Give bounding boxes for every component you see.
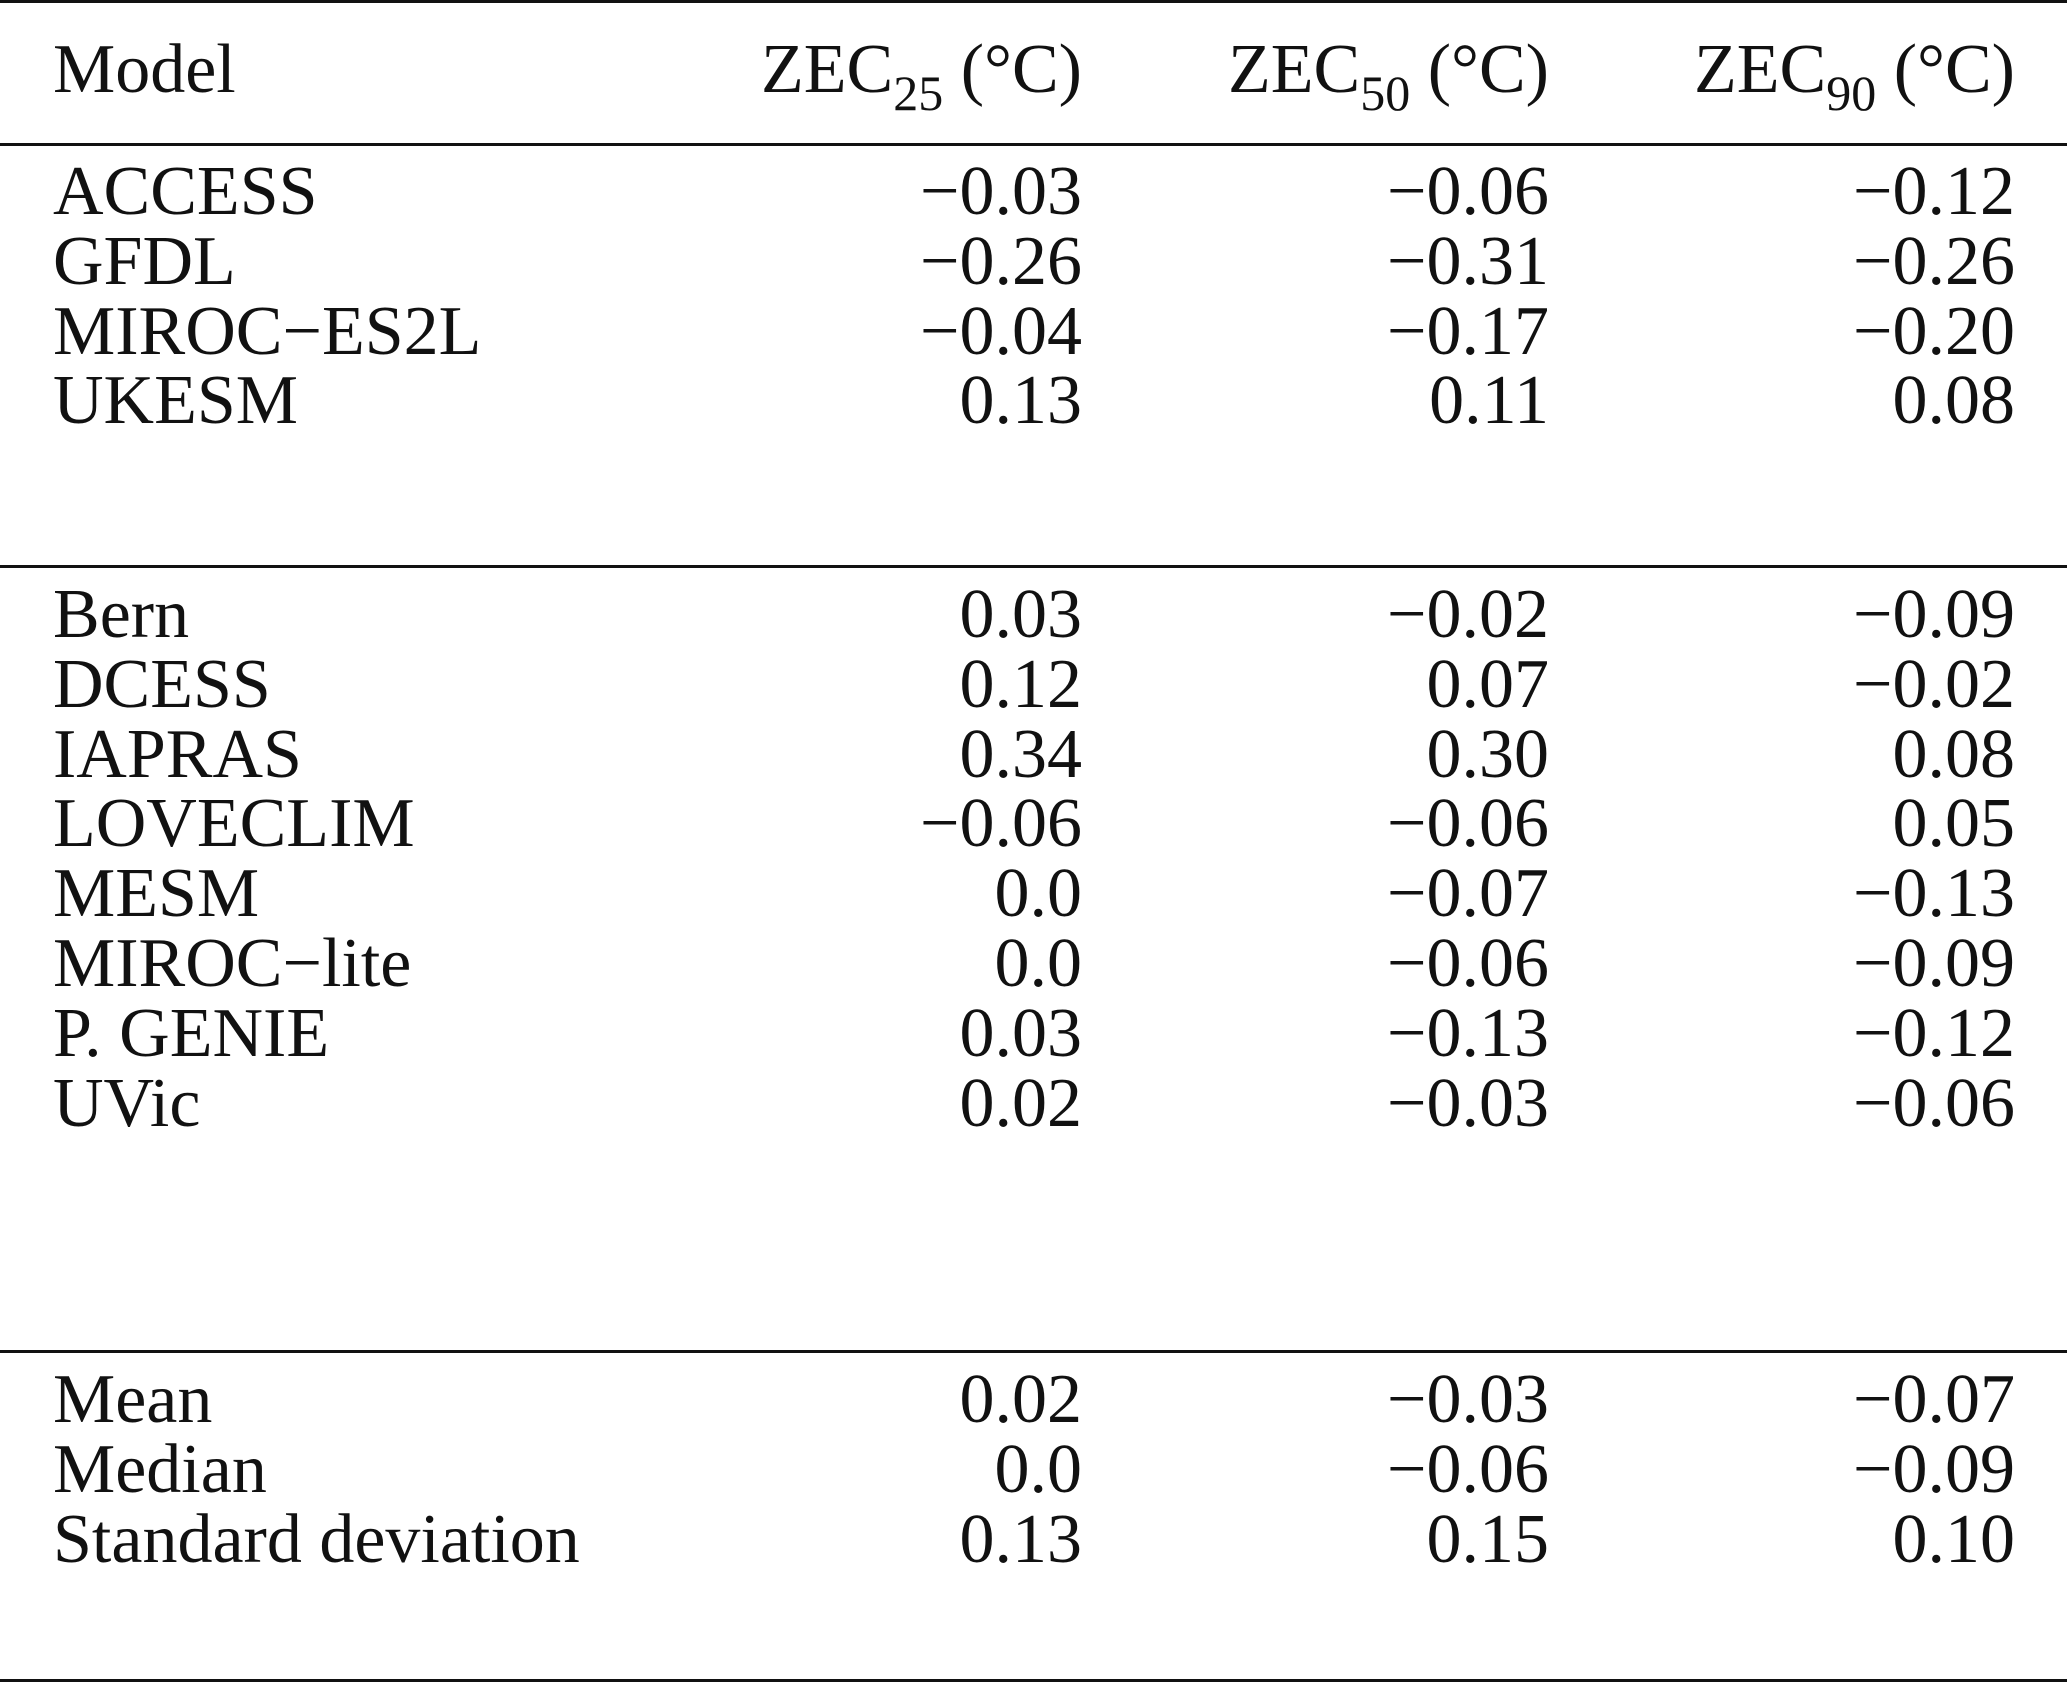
- header-model: Model: [53, 31, 236, 108]
- esm-row: GFDL −0.26 −0.31 −0.26: [0, 216, 2067, 308]
- emic-row: MESM 0.0 −0.07 −0.13: [0, 848, 2067, 940]
- cell-zec90: −0.02: [1853, 646, 2015, 723]
- cell-zec90: −0.09: [1853, 576, 2015, 653]
- emic-row: IAPRAS 0.34 0.30 0.08: [0, 709, 2067, 801]
- cell-zec25: 0.03: [959, 576, 1083, 653]
- cell-zec50: −0.06: [1387, 785, 1549, 862]
- cell-zec90: −0.12: [1853, 153, 2015, 230]
- cell-zec25: 0.03: [959, 995, 1083, 1072]
- cell-zec25: −0.26: [920, 223, 1082, 300]
- cell-zec90: 0.10: [1892, 1501, 2016, 1578]
- esm-row: MIROC−ES2L −0.04 −0.17 −0.20: [0, 286, 2067, 378]
- cell-zec25: 0.34: [959, 716, 1083, 793]
- cell-zec50: 0.30: [1426, 716, 1550, 793]
- cell-zec90: 0.08: [1892, 362, 2016, 439]
- cell-model: Bern: [53, 576, 190, 653]
- cell-zec50: 0.07: [1426, 646, 1550, 723]
- emic-row: LOVECLIM −0.06 −0.06 0.05: [0, 778, 2067, 870]
- group-separator-rule: [0, 565, 2067, 568]
- cell-zec90: −0.09: [1853, 1431, 2015, 1508]
- cell-model: ACCESS: [53, 153, 318, 230]
- cell-zec25: 0.13: [959, 362, 1083, 439]
- cell-zec50: −0.03: [1387, 1361, 1549, 1438]
- cell-zec25: −0.06: [920, 785, 1082, 862]
- cell-zec50: −0.17: [1387, 293, 1549, 370]
- cell-model: UVic: [53, 1065, 201, 1142]
- cell-zec50: −0.06: [1387, 1431, 1549, 1508]
- cell-zec90: −0.07: [1853, 1361, 2015, 1438]
- cell-model: Mean: [53, 1361, 213, 1438]
- summary-row: Standard deviation 0.13 0.15 0.10: [0, 1494, 2067, 1586]
- cell-zec50: −0.02: [1387, 576, 1549, 653]
- cell-model: IAPRAS: [53, 716, 302, 793]
- summary-row: Median 0.0 −0.06 −0.09: [0, 1424, 2067, 1516]
- cell-zec90: −0.26: [1853, 223, 2015, 300]
- header-rule: [0, 143, 2067, 146]
- cell-zec25: −0.03: [920, 153, 1082, 230]
- cell-zec25: 0.02: [959, 1065, 1083, 1142]
- cell-zec25: 0.0: [994, 855, 1083, 932]
- cell-zec50: −0.13: [1387, 995, 1549, 1072]
- summary-separator-rule: [0, 1350, 2067, 1353]
- esm-row: ACCESS −0.03 −0.06 −0.12: [0, 146, 2067, 238]
- header-zec25: ZEC25 (°C): [760, 31, 1082, 121]
- cell-zec50: −0.03: [1387, 1065, 1549, 1142]
- emic-row: UVic 0.02 −0.03 −0.06: [0, 1058, 2067, 1150]
- cell-zec90: −0.13: [1853, 855, 2015, 932]
- cell-model: MIROC−ES2L: [53, 293, 482, 370]
- header-zec25-subscript: 25: [893, 65, 944, 121]
- cell-zec25: 0.02: [959, 1361, 1083, 1438]
- emic-row: P. GENIE 0.03 −0.13 −0.12: [0, 988, 2067, 1080]
- cell-zec50: −0.06: [1387, 925, 1549, 1002]
- cell-zec50: −0.06: [1387, 153, 1549, 230]
- cell-zec90: 0.08: [1892, 716, 2016, 793]
- emic-row: Bern 0.03 −0.02 −0.09: [0, 569, 2067, 661]
- cell-zec25: 0.12: [959, 646, 1083, 723]
- cell-model: GFDL: [53, 223, 236, 300]
- cell-zec50: 0.11: [1429, 362, 1549, 439]
- cell-model: MIROC−lite: [53, 925, 412, 1002]
- cell-model: Median: [53, 1431, 267, 1508]
- cell-zec90: −0.12: [1853, 995, 2015, 1072]
- bottom-rule: [0, 1679, 2067, 1682]
- cell-zec90: −0.20: [1853, 293, 2015, 370]
- cell-zec25: 0.0: [994, 1431, 1083, 1508]
- cell-model: MESM: [53, 855, 260, 932]
- summary-row: Mean 0.02 −0.03 −0.07: [0, 1354, 2067, 1446]
- cell-zec25: 0.13: [959, 1501, 1083, 1578]
- cell-zec50: −0.07: [1387, 855, 1549, 932]
- cell-model: P. GENIE: [53, 995, 330, 1072]
- header-zec90-subscript: 90: [1826, 65, 1877, 121]
- header-row: Model ZEC25 (°C) ZEC50 (°C) ZEC90 (°C): [0, 24, 2067, 121]
- esm-row: UKESM 0.13 0.11 0.08: [0, 355, 2067, 447]
- cell-zec90: −0.06: [1853, 1065, 2015, 1142]
- cell-zec90: 0.05: [1892, 785, 2016, 862]
- cell-model: LOVECLIM: [53, 785, 415, 862]
- header-zec50-subscript: 50: [1360, 65, 1411, 121]
- emic-row: MIROC−lite 0.0 −0.06 −0.09: [0, 918, 2067, 1010]
- emic-row: DCESS 0.12 0.07 −0.02: [0, 639, 2067, 731]
- cell-zec90: −0.09: [1853, 925, 2015, 1002]
- header-zec90: ZEC90 (°C): [1693, 31, 2015, 121]
- cell-model: UKESM: [53, 362, 299, 439]
- cell-zec25: 0.0: [994, 925, 1083, 1002]
- header-zec50: ZEC50 (°C): [1227, 31, 1549, 121]
- top-rule: [0, 0, 2067, 3]
- cell-model: Standard deviation: [53, 1501, 580, 1578]
- cell-zec50: 0.15: [1426, 1501, 1550, 1578]
- cell-zec50: −0.31: [1387, 223, 1549, 300]
- cell-model: DCESS: [53, 646, 271, 723]
- cell-zec25: −0.04: [920, 293, 1082, 370]
